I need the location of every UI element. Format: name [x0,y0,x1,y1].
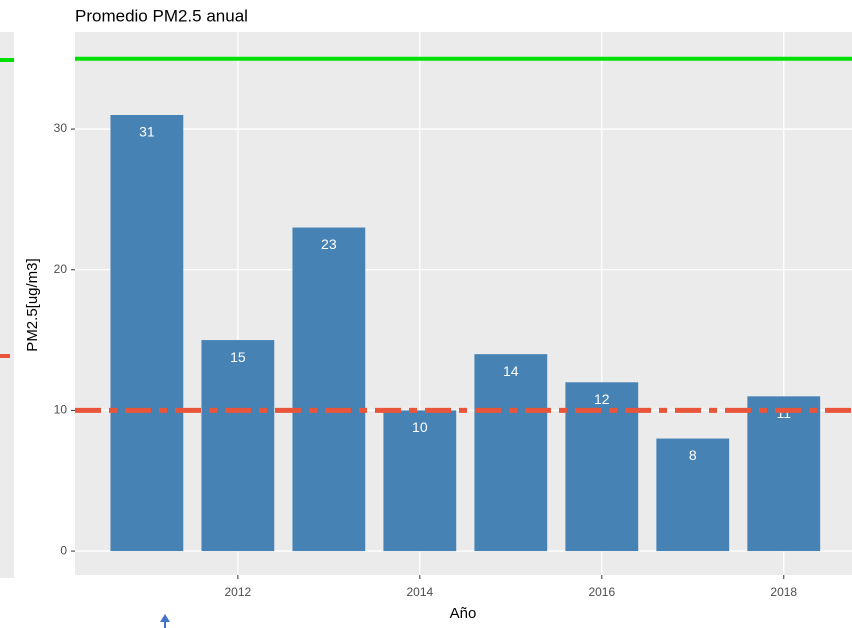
x-tick-label: 2018 [770,585,797,599]
arrow [160,614,170,628]
data-label: 14 [503,363,519,379]
bar [292,227,366,552]
bar [383,410,457,552]
plot-panel [75,32,852,575]
y-axis-label: PM2.5[ug/m3] [24,258,41,351]
data-label: 23 [321,236,337,252]
y-tick-label: 0 [60,543,67,557]
data-label: 31 [139,124,155,140]
bar [201,340,275,552]
x-axis-label: Año [450,605,477,622]
bar [565,382,639,552]
x-tick-label: 2012 [225,585,252,599]
y-tick-label: 30 [54,121,68,135]
bar [110,114,184,552]
data-label: 15 [230,349,246,365]
bar [747,396,821,552]
data-label: 12 [594,391,610,407]
x-tick-label: 2014 [406,585,433,599]
y-tick-label: 10 [54,403,68,417]
chart-title: Promedio PM2.5 anual [75,6,248,25]
bar [474,354,548,552]
neighbor-panel [0,32,14,578]
x-tick-label: 2016 [588,585,615,599]
data-label: 11 [776,405,791,421]
y-tick-label: 20 [54,262,68,276]
data-label: 10 [412,419,428,435]
data-label: 8 [689,447,697,463]
bar [656,438,730,552]
